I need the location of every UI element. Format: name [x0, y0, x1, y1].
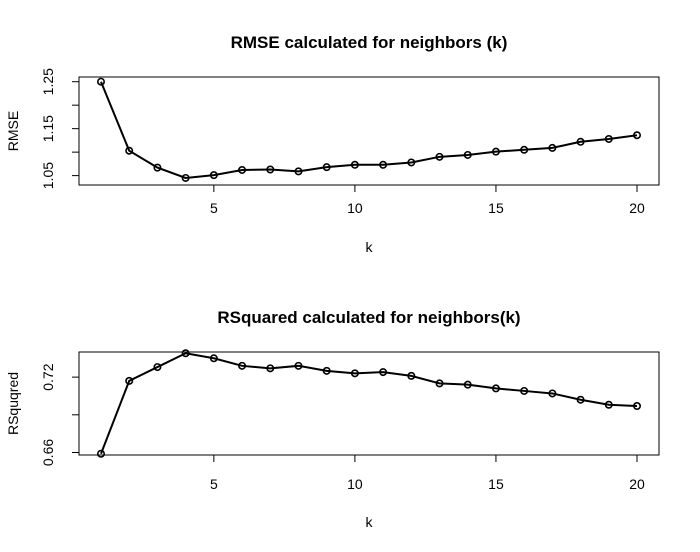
rmse-data-point	[407, 158, 416, 167]
rmse-x-tick-label: 5	[210, 200, 218, 216]
rmse-data-point	[350, 160, 359, 169]
rmse-y-tick-label: 1.05	[40, 162, 56, 189]
rmse-y-tick-label: 1.25	[40, 68, 56, 95]
rsquared-title: RSquared calculated for neighbors(k)	[217, 308, 520, 327]
rsquared-data-point	[520, 386, 529, 395]
rsquared-plot-frame	[78, 351, 660, 456]
rsquared-panel: RSquared calculated for neighbors(k) 5 10 1…	[5, 308, 660, 530]
rmse-data-point	[576, 137, 585, 146]
rsquared-series-line	[100, 352, 638, 455]
rmse-x-tick-label: 20	[629, 200, 645, 216]
rsquared-data-point	[548, 389, 557, 398]
rmse-data-point	[379, 160, 388, 169]
rsquared-x-tick-label: 15	[488, 476, 504, 492]
rmse-data-point	[266, 165, 275, 174]
rsquared-data-point	[632, 402, 641, 411]
rsquared-y-axis-label: RSquqred	[5, 372, 21, 435]
rsquared-y-tick-label: 0.66	[40, 439, 56, 466]
rsquared-data-point	[97, 449, 106, 458]
rsquared-x-tick-label: 5	[210, 476, 218, 492]
rsquared-data-point	[238, 361, 247, 370]
rmse-plot-frame	[78, 76, 660, 186]
rsquared-data-point	[294, 361, 303, 370]
rmse-x-tick-label: 15	[488, 200, 504, 216]
rmse-data-point	[463, 150, 472, 159]
rmse-title: RMSE calculated for neighbors (k)	[231, 33, 508, 52]
rmse-data-point	[153, 163, 162, 172]
rsquared-data-point	[463, 380, 472, 389]
rmse-data-point	[435, 152, 444, 161]
rmse-data-point	[548, 143, 557, 152]
rmse-data-point	[97, 77, 106, 86]
rsquared-data-point	[576, 395, 585, 404]
rsquared-data-point	[266, 364, 275, 373]
rsquared-data-point	[407, 371, 416, 380]
rmse-data-point	[181, 173, 190, 182]
rmse-series-line	[100, 81, 638, 179]
rmse-data-point	[209, 171, 218, 180]
rmse-data-point	[632, 131, 641, 140]
rmse-y-axis-label: RMSE	[5, 111, 21, 151]
rsquared-data-point	[181, 349, 190, 358]
rmse-data-point	[322, 163, 331, 172]
rsquared-y-tick-label: 0.72	[40, 363, 56, 390]
rmse-data-point	[604, 134, 613, 143]
rsquared-data-point	[125, 376, 134, 385]
rsquared-x-tick-label: 10	[347, 476, 363, 492]
rsquared-data-point	[322, 366, 331, 375]
rsquared-data-point	[153, 363, 162, 372]
rmse-data-point	[491, 147, 500, 156]
rsquared-x-axis-label: k	[366, 514, 374, 530]
rmse-panel: RMSE calculated for neighbors (k) 5 10 15 20…	[5, 33, 660, 255]
rmse-data-point	[294, 167, 303, 176]
rmse-x-axis-label: k	[366, 239, 374, 255]
rsquared-data-point	[350, 369, 359, 378]
rmse-data-point	[238, 165, 247, 174]
rsquared-data-point	[604, 400, 613, 409]
rmse-y-tick-label: 1.15	[40, 115, 56, 142]
rsquared-data-point	[379, 368, 388, 377]
rsquared-data-point	[209, 354, 218, 363]
rmse-data-point	[125, 146, 134, 155]
rmse-x-tick-label: 10	[347, 200, 363, 216]
rsquared-x-tick-label: 20	[629, 476, 645, 492]
rsquared-data-point	[491, 384, 500, 393]
rsquared-data-point	[435, 379, 444, 388]
rmse-data-point	[520, 145, 529, 154]
